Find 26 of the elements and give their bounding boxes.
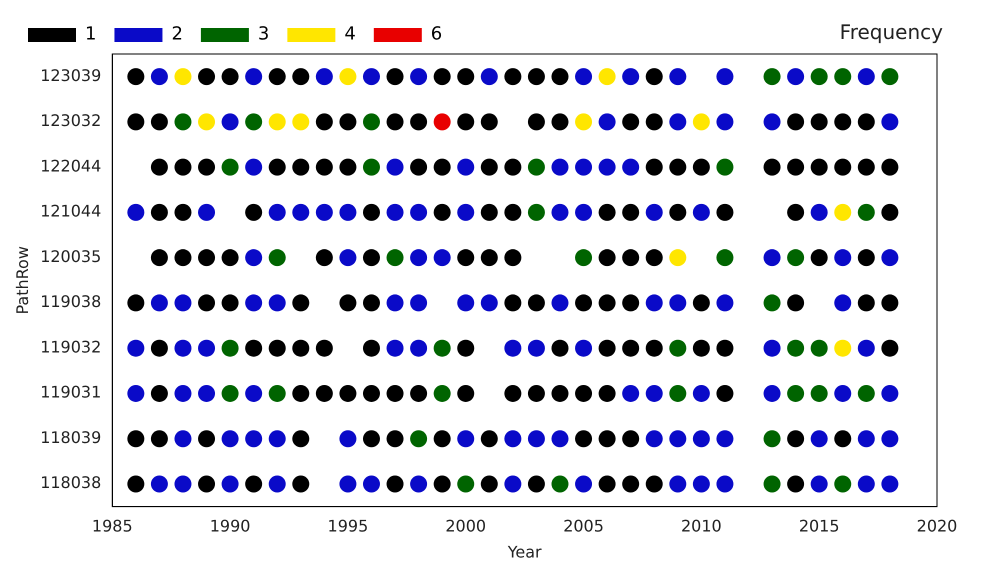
y-tick-label: 119032	[40, 337, 102, 356]
x-tick-label: 2015	[798, 516, 840, 536]
x-axis-title: Year	[506, 542, 542, 562]
x-tick-label: 1985	[92, 516, 133, 536]
x-tick-label: 1990	[210, 516, 250, 536]
y-tick-label: 123039	[40, 66, 102, 85]
legend-label: 2	[171, 24, 183, 45]
y-tick-label: 120035	[40, 246, 102, 266]
legend-label: 4	[344, 24, 356, 45]
y-tick-label: 118039	[40, 428, 102, 447]
y-tick-label: 123032	[40, 111, 102, 130]
legend-label: 1	[85, 24, 96, 45]
y-axis-title: PathRow	[12, 246, 32, 315]
y-tick-label: 122044	[40, 156, 102, 176]
x-tick-label: 1995	[328, 516, 368, 536]
x-tick-label: 2000	[445, 516, 486, 536]
x-tick-label: 2010	[681, 516, 722, 536]
legend-label: 6	[430, 24, 442, 45]
legend-label: 3	[258, 24, 270, 45]
x-tick-label: 2020	[916, 516, 958, 536]
y-tick-label: 121044	[40, 202, 102, 221]
y-tick-label: 118038	[40, 473, 102, 492]
y-tick-label: 119031	[40, 382, 102, 402]
legend-title: Frequency	[840, 20, 943, 44]
y-tick-label: 119038	[40, 292, 102, 312]
x-tick-label: 2005	[563, 516, 604, 536]
